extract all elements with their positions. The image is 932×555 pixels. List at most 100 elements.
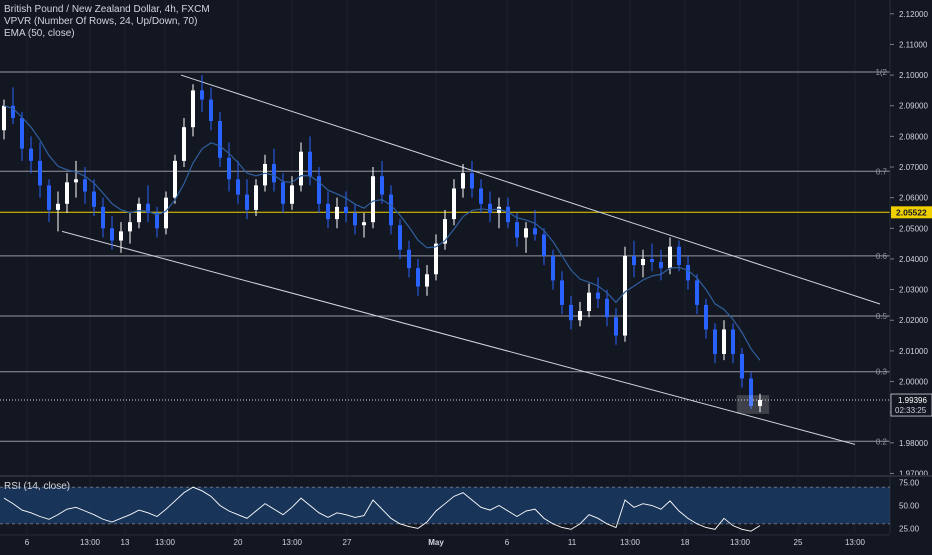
candle-body xyxy=(74,179,78,183)
time-tick-label: 13:00 xyxy=(730,538,751,547)
candle-body xyxy=(2,105,6,131)
highlight-price-label: 2.05522 xyxy=(896,207,927,217)
price-tick-label: 1.97000 xyxy=(899,469,928,478)
candle-body xyxy=(272,163,276,183)
candle-body xyxy=(740,353,744,379)
current-price-bg xyxy=(890,393,932,417)
symbol-title: British Pound / New Zealand Dollar, 4h, … xyxy=(4,4,210,15)
price-tick-label: 2.12000 xyxy=(899,10,928,19)
time-tick-label: 13:00 xyxy=(845,538,866,547)
candle-body xyxy=(290,185,294,204)
price-tick-label: 2.05000 xyxy=(899,224,928,233)
candle-body xyxy=(83,179,87,192)
selection-box xyxy=(736,395,770,415)
candle-body xyxy=(128,222,132,232)
candle-body xyxy=(182,127,186,161)
rsi-indicator-label[interactable]: RSI (14, close) xyxy=(4,481,71,492)
candle-body xyxy=(110,228,114,241)
candle-body xyxy=(524,228,528,238)
candle-body xyxy=(218,121,222,158)
rsi-line xyxy=(3,486,761,532)
candle-body xyxy=(587,292,591,312)
candle-body xyxy=(695,280,699,305)
current-price-label: 1.99396 xyxy=(898,396,927,405)
fib-level-label: 0.6 xyxy=(876,252,888,261)
candle-body xyxy=(605,298,609,318)
candle-body xyxy=(398,225,402,250)
candle-body xyxy=(452,188,456,220)
candle-body xyxy=(614,317,618,336)
candle-body xyxy=(713,329,717,354)
candle-body xyxy=(200,90,204,100)
candle-body xyxy=(479,188,483,204)
time-tick-label: May xyxy=(428,538,444,547)
candles xyxy=(2,75,762,413)
countdown-label: 02:33:25 xyxy=(895,406,927,415)
candle-body xyxy=(227,157,231,180)
candle-body xyxy=(515,222,519,238)
vpvr-indicator-label[interactable]: VPVR (Number Of Rows, 24, Up/Down, 70) xyxy=(4,16,198,27)
candle-body xyxy=(326,203,330,220)
candle-body xyxy=(29,148,33,161)
candle-body xyxy=(704,304,708,330)
candle-body xyxy=(254,185,258,210)
candle-body xyxy=(632,255,636,266)
candle-body xyxy=(353,212,357,226)
candle-body xyxy=(416,268,420,287)
price-tick-label: 2.02000 xyxy=(899,316,928,325)
rsi-tick-label: 75.00 xyxy=(899,479,920,488)
channel-lines xyxy=(61,74,881,445)
candle-body xyxy=(380,176,384,195)
candle-body xyxy=(659,262,663,269)
candle-body xyxy=(542,234,546,256)
rsi-pane: 75.00 50.00 25.00 xyxy=(0,479,920,533)
time-tick-label: 6 xyxy=(505,538,510,547)
candle-body xyxy=(731,329,735,354)
ema-line xyxy=(3,105,761,361)
time-tick-label: 27 xyxy=(343,538,352,547)
candle-body xyxy=(56,203,60,210)
candle-body xyxy=(407,249,411,269)
time-tick-label: 6 xyxy=(25,538,30,547)
candle-body xyxy=(497,206,501,213)
candle-body xyxy=(434,243,438,275)
candle-body xyxy=(137,203,141,223)
price-tick-label: 2.09000 xyxy=(899,102,928,111)
candle-body xyxy=(101,206,105,229)
fib-level-label: 1(2 xyxy=(875,68,887,77)
channel-lower-line xyxy=(61,230,856,445)
candle-body xyxy=(47,185,51,210)
candle-body xyxy=(263,163,267,186)
candle-body xyxy=(299,151,303,186)
price-tick-label: 1.98000 xyxy=(899,439,928,448)
chart-legend: British Pound / New Zealand Dollar, 4h, … xyxy=(4,4,210,40)
candle-body xyxy=(722,329,726,354)
time-tick-label: 13:00 xyxy=(155,538,176,547)
candle-body xyxy=(155,212,159,229)
candle-body xyxy=(164,197,168,229)
candle-body xyxy=(641,258,645,266)
time-tick-label: 13:00 xyxy=(620,538,641,547)
fib-level-label: 0.2 xyxy=(876,437,888,446)
candle-body xyxy=(245,194,249,210)
candle-body xyxy=(362,222,366,226)
candle-body xyxy=(596,292,600,299)
candle-body xyxy=(677,246,681,266)
candle-body xyxy=(551,255,555,281)
price-tick-label: 2.01000 xyxy=(899,347,928,356)
candle-body xyxy=(317,176,321,204)
candle-body xyxy=(335,206,339,220)
ema-indicator-label[interactable]: EMA (50, close) xyxy=(4,28,75,39)
candle-body xyxy=(488,203,492,213)
rsi-tick-label: 50.00 xyxy=(899,502,920,511)
fib-level-label: 0.5 xyxy=(876,312,888,321)
candle-body xyxy=(623,255,627,336)
candle-body xyxy=(668,246,672,269)
candle-body xyxy=(461,173,465,189)
candle-body xyxy=(308,151,312,177)
price-tick-label: 2.03000 xyxy=(899,286,928,295)
